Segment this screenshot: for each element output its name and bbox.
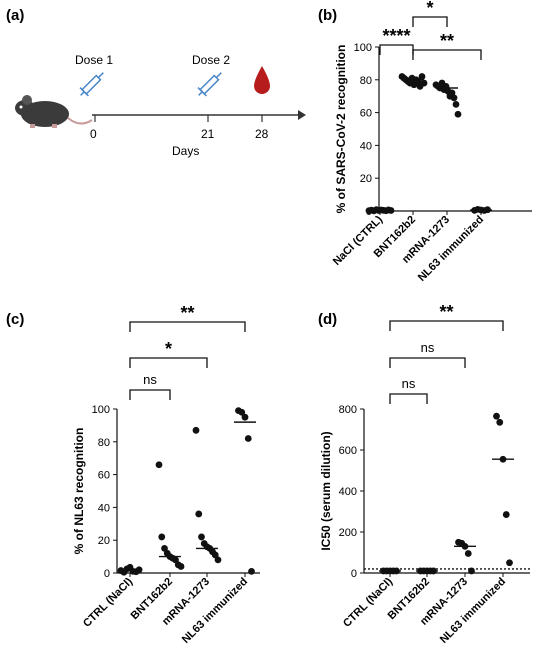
bracket-line [129, 389, 171, 400]
bracket-line [129, 321, 246, 332]
significance-bracket: ns [389, 376, 428, 404]
bracket-line [412, 16, 448, 27]
panel-label-c: (c) [6, 311, 24, 328]
significance-bracket: ** [129, 303, 246, 332]
data-point [493, 412, 500, 420]
significance-bracket: * [412, 0, 448, 27]
significance-bracket: ns [129, 372, 171, 400]
y-axis-label: % of SARS-CoV-2 recognition [334, 45, 348, 214]
data-point [418, 73, 426, 80]
bracket-line [412, 49, 482, 60]
y-tick-label: 60 [360, 108, 372, 120]
data-point [195, 510, 203, 518]
significance-label: ns [402, 376, 416, 391]
significance-bracket: ** [389, 302, 504, 331]
panel-label-d: (d) [318, 311, 337, 328]
bracket-line [389, 393, 428, 404]
significance-label: ** [439, 302, 453, 322]
syringe-icon [79, 72, 104, 97]
y-tick-label: 0 [351, 568, 357, 580]
y-tick-label: 80 [98, 437, 110, 449]
significance-label: * [165, 339, 172, 359]
y-tick-label: 20 [360, 173, 372, 185]
y-tick-label: 600 [339, 445, 357, 457]
y-tick-label: 100 [354, 42, 372, 54]
timeline-arrowhead [298, 110, 306, 120]
data-point [241, 413, 249, 421]
blood-drop-icon [254, 66, 270, 94]
day-0-label: 0 [90, 127, 97, 141]
dose2-label: Dose 2 [192, 53, 230, 67]
data-point [238, 408, 246, 416]
data-point [244, 435, 252, 442]
y-tick-label: 100 [92, 404, 110, 416]
panel-label-a: (a) [6, 7, 24, 24]
data-point [464, 550, 472, 557]
y-tick-label: 0 [104, 568, 110, 580]
y-tick-label: 80 [360, 75, 372, 87]
mouse-icon [15, 95, 93, 128]
days-axis-label: Days [172, 144, 199, 158]
y-tick-label: 40 [98, 502, 110, 514]
y-tick-label: 400 [339, 486, 357, 498]
data-point [454, 110, 462, 118]
bracket-line [389, 320, 504, 331]
y-axis-label: % of NL63 recognition [72, 428, 86, 555]
data-point [450, 94, 458, 102]
dose1-label: Dose 1 [75, 53, 113, 67]
panel-label-b: (b) [318, 7, 337, 24]
data-point [135, 566, 143, 574]
significance-label: ns [143, 372, 157, 387]
y-tick-label: 800 [339, 404, 357, 416]
data-point [198, 533, 205, 541]
data-point [468, 567, 475, 575]
data-point [452, 101, 460, 108]
data-point [192, 426, 200, 434]
significance-label: ns [421, 340, 435, 355]
data-point [177, 563, 185, 570]
day-28-label: 28 [255, 127, 269, 141]
y-tick-label: 20 [98, 535, 110, 547]
category-label: NL63 immunized [438, 576, 508, 646]
data-point [214, 556, 222, 564]
significance-label: **** [382, 26, 410, 46]
data-point [248, 567, 255, 575]
significance-bracket: ns [389, 340, 466, 368]
significance-label: ** [440, 31, 454, 51]
significance-bracket: * [129, 339, 208, 368]
y-axis-label: IC50 (serum dilution) [319, 431, 333, 550]
data-point [420, 79, 428, 87]
significance-bracket: ** [412, 31, 482, 60]
data-point [496, 418, 504, 426]
y-tick-label: 40 [360, 140, 372, 152]
day-21-label: 21 [201, 127, 215, 141]
data-point [502, 511, 510, 518]
y-tick-label: 200 [339, 527, 357, 539]
syringe-icon [197, 72, 222, 97]
bracket-line [129, 357, 208, 368]
data-point [506, 559, 513, 567]
category-label: CTRL (NaCl) [341, 575, 395, 629]
y-tick-label: 60 [98, 470, 110, 482]
bracket-line [389, 357, 466, 368]
significance-label: ** [180, 303, 194, 323]
data-point [155, 461, 163, 469]
significance-label: * [426, 0, 433, 18]
data-point [158, 533, 166, 541]
